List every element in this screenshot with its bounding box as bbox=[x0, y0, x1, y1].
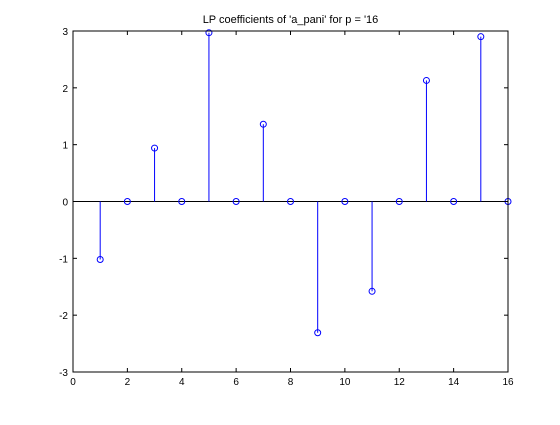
stem-marker bbox=[287, 198, 294, 205]
y-tick-label: 1 bbox=[62, 141, 68, 152]
x-tick-label: 8 bbox=[288, 377, 294, 388]
y-tick-label: -3 bbox=[59, 368, 68, 379]
x-tick-label: 12 bbox=[394, 377, 406, 388]
stem-marker bbox=[341, 198, 349, 205]
stem-marker bbox=[178, 198, 186, 205]
x-tick-label: 10 bbox=[339, 377, 351, 388]
stem-marker bbox=[450, 198, 458, 205]
stem-marker bbox=[395, 198, 403, 205]
stem-marker bbox=[314, 329, 322, 337]
stem-marker bbox=[368, 287, 376, 295]
x-tick-label: 0 bbox=[70, 377, 76, 388]
stem-marker bbox=[477, 33, 485, 41]
y-tick-label: -2 bbox=[59, 311, 68, 322]
y-tick-label: 0 bbox=[62, 198, 68, 209]
x-tick-label: 2 bbox=[125, 377, 131, 388]
stem-marker bbox=[205, 29, 213, 37]
x-tick-label: 6 bbox=[233, 377, 239, 388]
axes-box bbox=[72, 30, 509, 373]
stem-marker bbox=[96, 255, 104, 263]
stem-marker bbox=[151, 144, 159, 152]
chart-title: LP coefficients of 'a_pani' for p = '16 bbox=[203, 14, 379, 26]
y-tick-label: 2 bbox=[62, 84, 68, 95]
y-tick-label: -1 bbox=[59, 254, 68, 265]
stem-marker bbox=[422, 76, 430, 84]
x-tick-label: 4 bbox=[179, 377, 185, 388]
x-tick-label: 14 bbox=[448, 377, 460, 388]
x-tick-label: 16 bbox=[502, 377, 514, 388]
y-tick-label: 3 bbox=[62, 27, 68, 38]
stem-marker bbox=[232, 198, 240, 205]
stem-marker bbox=[123, 198, 131, 205]
stem-marker bbox=[259, 120, 267, 128]
